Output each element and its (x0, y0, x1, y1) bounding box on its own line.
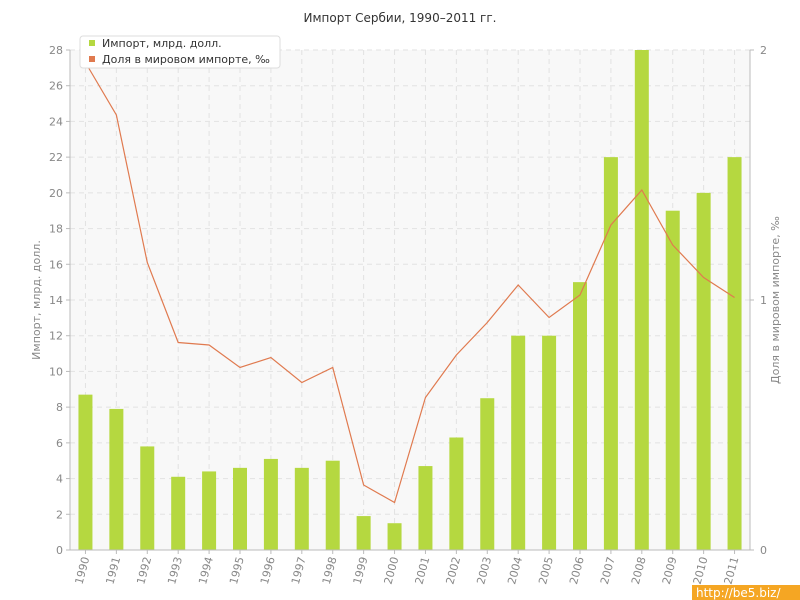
legend-swatch-share (89, 56, 95, 62)
bar (356, 516, 371, 550)
x-tick-label: 2008 (629, 555, 649, 585)
bar (233, 467, 247, 550)
x-tick-label: 1996 (258, 555, 278, 585)
x-tick-label: 1995 (227, 555, 247, 585)
y-tick-label: 14 (49, 294, 63, 307)
bars (78, 50, 742, 550)
bar (480, 398, 495, 550)
y-axis-title: Импорт, млрд. долл. (30, 240, 43, 360)
x-tick-label: 1994 (196, 555, 216, 585)
x-tick-label: 1998 (320, 555, 340, 585)
y-tick-label: 10 (49, 365, 63, 378)
y-right-tick-label: 1 (760, 294, 767, 307)
y-right-tick-label: 2 (760, 44, 767, 57)
y-tick-label: 4 (56, 473, 63, 486)
y-tick-label: 28 (49, 44, 63, 57)
bar (325, 460, 340, 550)
x-tick-label: 1990 (73, 555, 93, 585)
y-tick-label: 22 (49, 151, 63, 164)
bar (727, 157, 742, 550)
legend-label-import: Импорт, млрд. долл. (102, 37, 222, 50)
y-tick-label: 6 (56, 437, 63, 450)
bar (202, 471, 217, 550)
x-tick-label: 2006 (567, 555, 587, 585)
share-line (84, 62, 735, 504)
bar (665, 210, 680, 550)
right-axis-ticks: 0 1 2 (750, 44, 767, 557)
y-tick-label: 24 (49, 115, 63, 128)
x-tick-label: 2000 (382, 555, 402, 585)
bar (140, 446, 155, 550)
y-right-tick-label: 0 (760, 544, 767, 557)
x-tick-label: 2003 (474, 555, 494, 585)
bar (511, 335, 526, 550)
x-tick-label: 1997 (289, 555, 309, 585)
y-tick-label: 20 (49, 187, 63, 200)
x-tick-label: 1991 (103, 555, 123, 585)
watermark: http://be5.biz/ (692, 585, 800, 600)
x-tick-label: 2010 (691, 555, 711, 585)
x-tick-label: 2009 (660, 555, 680, 585)
y-tick-label: 18 (49, 223, 63, 236)
y-tick-label: 8 (56, 401, 63, 414)
x-tick-label: 1999 (351, 555, 371, 585)
bar (171, 476, 186, 550)
y-tick-label: 2 (56, 508, 63, 521)
x-tick-label: 1992 (134, 555, 154, 585)
bar (542, 335, 557, 550)
x-tick-label: 2004 (505, 555, 525, 585)
bar (634, 50, 649, 550)
y-tick-label: 26 (49, 80, 63, 93)
y-tick-label: 0 (56, 544, 63, 557)
x-tick-label: 2001 (413, 555, 433, 585)
bar (78, 394, 93, 550)
bar (109, 408, 124, 550)
x-tick-label: 1993 (165, 555, 185, 585)
line-series (84, 62, 735, 504)
legend: Импорт, млрд. долл. Доля в мировом импор… (79, 35, 281, 69)
x-tick-label: 2005 (536, 555, 556, 585)
watermark-text: http://be5.biz/ (696, 586, 781, 600)
bar (449, 437, 464, 550)
bar (696, 192, 711, 550)
legend-box (79, 35, 281, 69)
x-tick-label: 2007 (598, 555, 618, 585)
bar (263, 458, 278, 550)
y-tick-label: 12 (49, 330, 63, 343)
legend-label-share: Доля в мировом импорте, ‰ (102, 53, 270, 66)
x-axis-ticks: 1990 1991 1992 1993 1994 1995 1996 1997 1998 1999… (73, 550, 742, 586)
bar (294, 467, 309, 550)
x-tick-label: 2011 (722, 555, 742, 585)
bar (387, 523, 402, 550)
bar (603, 157, 618, 550)
legend-swatch-import (89, 40, 95, 46)
y-tick-label: 16 (49, 258, 63, 271)
x-tick-label: 2002 (443, 555, 463, 585)
bar (573, 282, 587, 550)
y-axis-right-title: Доля в мировом импорте, ‰ (769, 216, 782, 384)
chart-title: Импорт Сербии, 1990–2011 гг. (304, 11, 497, 25)
bar (418, 466, 433, 550)
